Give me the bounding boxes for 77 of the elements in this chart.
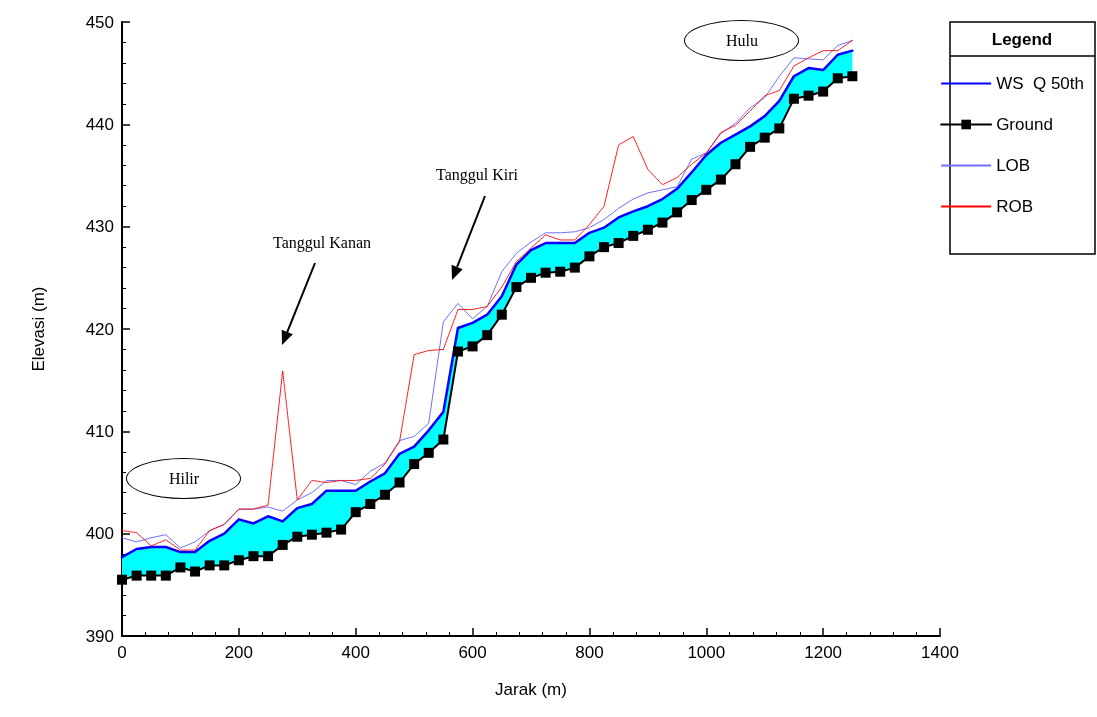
point	[175, 562, 186, 573]
point	[452, 346, 463, 357]
point	[394, 477, 405, 488]
x-tick-label: 800	[575, 643, 604, 662]
point	[686, 195, 697, 206]
annotation: Tanggul Kiri	[435, 165, 519, 186]
x-tick-label: 1000	[687, 643, 726, 662]
y-tick-label: 450	[85, 12, 114, 32]
legend-label: WS Q 50th	[996, 74, 1085, 93]
annotation: Tanggul Kanan	[272, 233, 372, 254]
point	[423, 447, 434, 458]
point	[774, 123, 785, 134]
y-tick-label: 410	[85, 421, 114, 441]
point	[233, 555, 244, 566]
point	[672, 207, 683, 218]
x-tick-label: 600	[458, 643, 487, 662]
point	[832, 73, 843, 84]
point	[409, 459, 420, 470]
annotation: Hulu	[725, 31, 759, 51]
legend-label: ROB	[996, 197, 1033, 216]
point	[642, 224, 653, 235]
point	[847, 71, 858, 82]
point	[818, 86, 829, 97]
point	[599, 242, 610, 253]
y-tick-label: 390	[85, 626, 114, 646]
point	[219, 560, 230, 571]
point	[526, 272, 536, 283]
x-tick-label: 1200	[804, 643, 843, 662]
point	[248, 551, 259, 562]
point	[584, 251, 595, 262]
x-tick-label: 400	[341, 643, 370, 662]
point	[263, 551, 274, 562]
point	[657, 217, 668, 228]
x-tick-label: 1400	[921, 643, 959, 662]
y-tick-label: 430	[85, 217, 114, 237]
y-axis-title: Elevasi (m)	[29, 286, 48, 372]
point	[131, 570, 142, 581]
point	[277, 539, 288, 550]
point	[540, 267, 551, 278]
point	[628, 230, 639, 241]
point	[336, 524, 347, 535]
point	[745, 141, 756, 152]
point	[788, 93, 799, 104]
point	[715, 174, 726, 185]
point	[482, 330, 493, 341]
x-axis-title: Jarak (m)	[495, 680, 567, 699]
point	[146, 570, 157, 581]
point	[511, 282, 522, 293]
point	[701, 184, 712, 195]
point	[759, 132, 770, 143]
point	[365, 498, 376, 509]
point	[204, 560, 215, 571]
point	[730, 159, 741, 170]
point	[569, 262, 580, 273]
point	[803, 90, 814, 101]
point	[321, 527, 332, 538]
point	[190, 566, 201, 577]
point	[555, 266, 566, 277]
y-tick-label: 440	[85, 114, 114, 134]
point	[160, 570, 171, 581]
point	[613, 238, 624, 249]
point	[292, 531, 303, 542]
point	[350, 507, 361, 518]
point	[467, 341, 478, 352]
point	[306, 529, 317, 540]
point	[379, 489, 390, 500]
y-tick-label: 420	[85, 319, 114, 339]
point	[438, 434, 449, 445]
x-tick-label: 0	[117, 643, 127, 662]
y-tick-label: 400	[85, 524, 114, 544]
x-tick-label: 200	[224, 643, 254, 662]
point	[117, 574, 127, 585]
annotation: Hilir	[167, 469, 201, 489]
point	[496, 309, 507, 320]
legend-title: Legend	[991, 29, 1053, 49]
legend-label: Ground	[996, 115, 1053, 134]
legend-label: LOB	[996, 156, 1031, 175]
